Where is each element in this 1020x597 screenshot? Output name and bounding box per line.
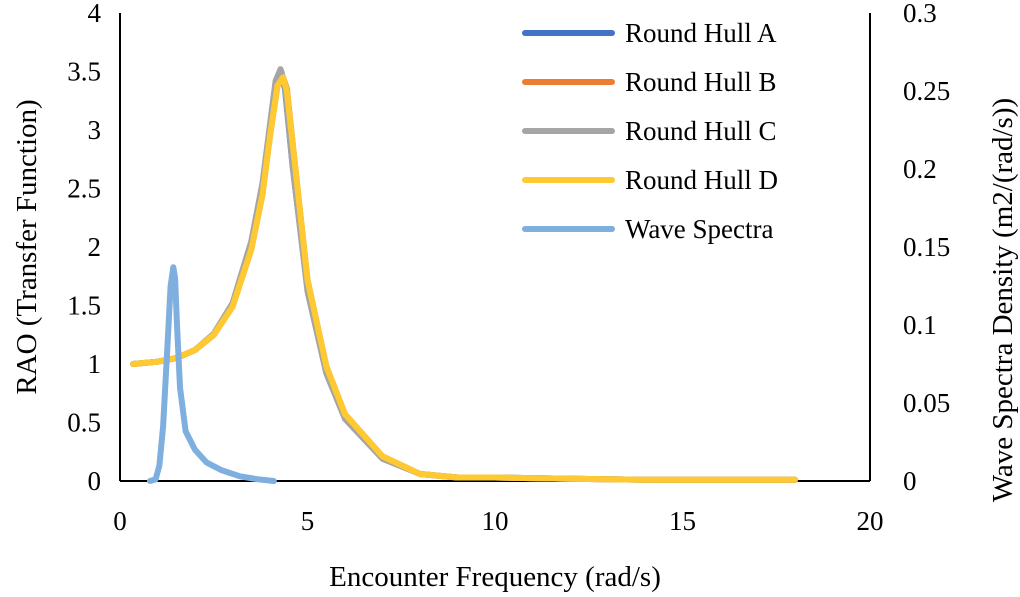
- x-tick-label: 10: [482, 506, 509, 536]
- y2-axis-title: Wave Spectra Density (m2/(rad/s)): [987, 98, 1019, 502]
- series-line-wave-spectra: [147, 264, 277, 484]
- x-tick-label: 5: [301, 506, 315, 536]
- y-tick-label: 3.5: [67, 57, 101, 87]
- legend-label-round-hull-d: Round Hull D: [625, 165, 778, 195]
- y-axis-title: RAO (Transfer Function): [11, 99, 43, 394]
- y2-tick-label: 0.1: [903, 310, 937, 340]
- y2-tick-label: 0.3: [903, 0, 937, 28]
- x-tick-label: 20: [857, 506, 884, 536]
- y2-tick-label: 0.25: [903, 76, 950, 106]
- y2-tick-label: 0.05: [903, 388, 950, 418]
- y-tick-label: 0.5: [67, 408, 101, 438]
- y-tick-label: 2: [88, 232, 102, 262]
- x-axis-title: Encounter Frequency (rad/s): [329, 561, 661, 593]
- y-tick-label: 1.5: [67, 291, 101, 321]
- legend-label-wave-spectra: Wave Spectra: [625, 214, 774, 244]
- y-tick-label: 1: [88, 349, 102, 379]
- y2-tick-label: 0: [903, 466, 917, 496]
- y-tick-label: 0: [88, 466, 102, 496]
- y2-tick-label: 0.2: [903, 154, 937, 184]
- y-tick-label: 2.5: [67, 174, 101, 204]
- tick-layer: 0 5 10 15 20 0 0.5 1 1.5 2 2.5 3 3.5 4 0 0.05 0.1 0.15 0.2…: [67, 0, 950, 536]
- y-tick-label: 4: [88, 0, 102, 28]
- x-tick-label: 0: [113, 506, 127, 536]
- x-tick-label: 15: [669, 506, 696, 536]
- legend-label-round-hull-b: Round Hull B: [625, 67, 777, 97]
- legend-label-round-hull-a: Round Hull A: [625, 18, 777, 48]
- legend: Round Hull A Round Hull B Round Hull C Roun…: [522, 18, 778, 244]
- series-line-round-hull-d: [130, 74, 798, 483]
- legend-label-round-hull-c: Round Hull C: [625, 116, 777, 146]
- y-tick-label: 3: [88, 115, 102, 145]
- series-layer: [130, 66, 798, 484]
- y2-tick-label: 0.15: [903, 232, 950, 262]
